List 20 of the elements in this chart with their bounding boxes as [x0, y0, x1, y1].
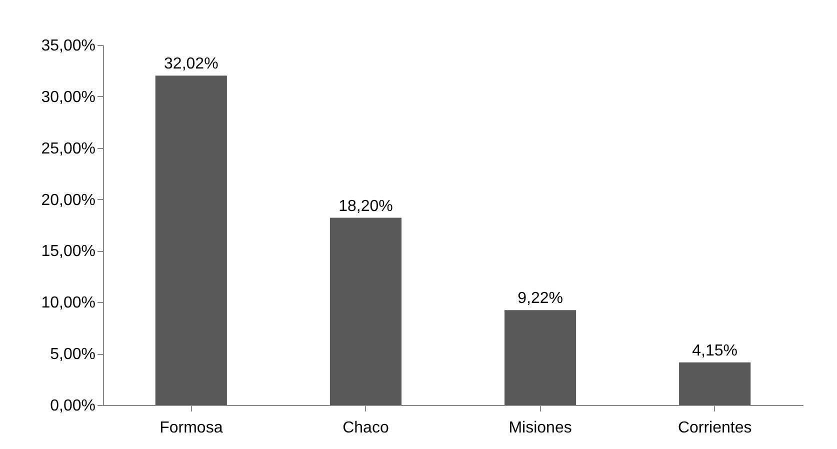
x-tick-label: Corrientes — [678, 420, 752, 436]
bar — [504, 310, 576, 405]
y-tick-label: 20,00% — [41, 192, 96, 209]
data-label: 9,22% — [518, 290, 563, 308]
y-tick-label: 35,00% — [41, 38, 96, 54]
bar — [155, 76, 227, 405]
y-tick-label: 5,00% — [50, 346, 96, 364]
bar — [330, 218, 402, 405]
y-tick-label: 25,00% — [41, 140, 96, 158]
data-label: 4,15% — [692, 342, 738, 360]
x-tick-label: Misiones — [508, 420, 572, 436]
bar — [679, 362, 751, 405]
y-tick-label: 0,00% — [50, 398, 96, 414]
y-tick-label: 15,00% — [41, 243, 96, 260]
y-tick-label: 10,00% — [41, 294, 96, 312]
x-tick-label: Chaco — [342, 420, 389, 436]
x-tick-label: Formosa — [160, 420, 223, 436]
data-label: 18,20% — [338, 198, 393, 215]
y-tick-label: 30,00% — [41, 88, 96, 106]
data-label: 32,02% — [164, 56, 218, 73]
